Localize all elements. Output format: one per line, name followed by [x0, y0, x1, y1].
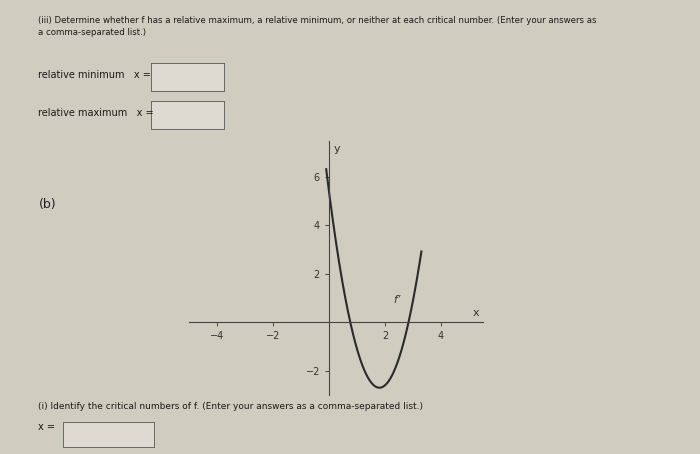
Text: y: y — [334, 144, 341, 154]
Text: relative maximum   x =: relative maximum x = — [38, 109, 154, 118]
Text: (i) Identify the critical numbers of f. (Enter your answers as a comma-separated: (i) Identify the critical numbers of f. … — [38, 402, 423, 411]
Text: (iii) Determine whether f has a relative maximum, a relative minimum, or neither: (iii) Determine whether f has a relative… — [38, 16, 597, 37]
Text: f’: f’ — [393, 295, 401, 305]
Text: x: x — [473, 308, 479, 318]
Text: (b): (b) — [38, 198, 56, 211]
Text: x =: x = — [38, 422, 55, 432]
Text: relative minimum   x =: relative minimum x = — [38, 70, 151, 80]
